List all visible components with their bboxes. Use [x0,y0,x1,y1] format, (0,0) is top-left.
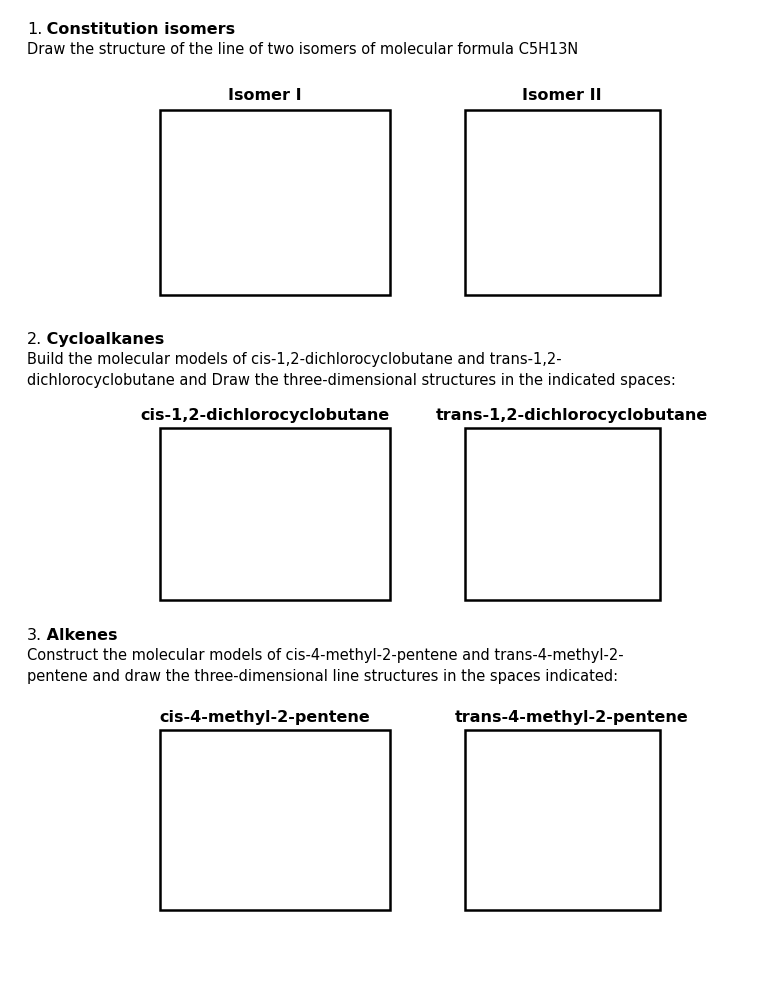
Text: 2.: 2. [27,332,42,347]
Text: 3.: 3. [27,628,42,643]
Text: Cycloalkanes: Cycloalkanes [41,332,164,347]
Text: Constitution isomers: Constitution isomers [41,22,235,37]
Bar [465,428,660,600]
Bar [160,428,390,600]
Text: Build the molecular models of cis-1,2-dichlorocyclobutane and trans-1,2-
dichlor: Build the molecular models of cis-1,2-di… [27,352,676,388]
Text: Isomer I: Isomer I [229,88,302,103]
Text: cis-1,2-dichlorocyclobutane: cis-1,2-dichlorocyclobutane [141,408,390,423]
Text: trans-1,2-dichlorocyclobutane: trans-1,2-dichlorocyclobutane [436,408,708,423]
Text: cis-4-methyl-2-pentene: cis-4-methyl-2-pentene [160,710,371,725]
Bar [160,110,390,295]
Text: Construct the molecular models of cis-4-methyl-2-pentene and trans-4-methyl-2-
p: Construct the molecular models of cis-4-… [27,648,624,684]
Text: Alkenes: Alkenes [41,628,117,643]
Text: Draw the structure of the line of two isomers of molecular formula C5H13N: Draw the structure of the line of two is… [27,42,578,57]
Text: 1.: 1. [27,22,42,37]
Text: Isomer II: Isomer II [522,88,602,103]
Bar [465,730,660,910]
Bar [160,730,390,910]
Text: trans-4-methyl-2-pentene: trans-4-methyl-2-pentene [455,710,689,725]
Bar [465,110,660,295]
